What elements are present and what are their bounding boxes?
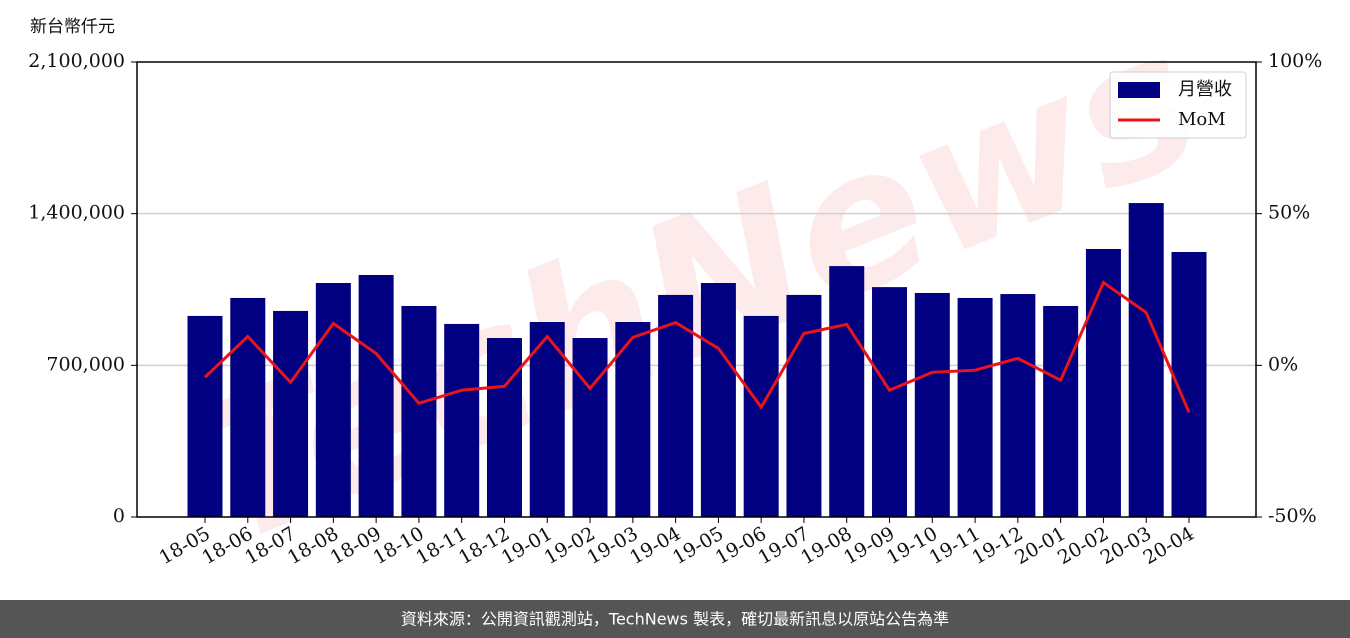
bar: [829, 266, 865, 517]
bar: [914, 292, 950, 517]
x-tick-label: 20-04: [1140, 523, 1198, 569]
bar: [786, 294, 822, 517]
y2-tick-label: 100%: [1268, 50, 1322, 72]
y-tick-label: 1,400,000: [28, 202, 125, 224]
y-tick-label: 700,000: [46, 353, 125, 375]
bar: [658, 294, 694, 517]
y2-tick-label: -50%: [1268, 505, 1317, 527]
legend-label: MoM: [1178, 109, 1226, 130]
legend-swatch: [1118, 82, 1160, 98]
y-tick-label: 0: [113, 505, 125, 527]
legend-label: 月營收: [1178, 79, 1232, 100]
bar: [1128, 203, 1164, 518]
bar: [273, 310, 309, 517]
y2-tick-label: 50%: [1268, 202, 1310, 224]
footer-bar: [0, 600, 1350, 638]
line: [203, 280, 1191, 413]
y2-tick-label: 0%: [1268, 353, 1298, 375]
bar: [957, 297, 993, 517]
plot-frame: [136, 61, 1257, 518]
bar: [444, 323, 480, 517]
bar: [743, 315, 779, 517]
bar: [1085, 248, 1121, 517]
footer: 資料來源：公開資訊觀測站，TechNews 製表，確切最新訊息以原站公告為準: [401, 610, 949, 629]
bar: [1000, 294, 1036, 517]
bar: [230, 297, 266, 517]
bar: [572, 338, 608, 517]
bar: [1043, 305, 1079, 517]
bar: [187, 315, 223, 517]
bar: [615, 322, 651, 517]
bar: [872, 287, 908, 517]
y-axis-label: 新台幣仟元: [30, 17, 115, 37]
bar: [315, 283, 351, 517]
bar: [358, 274, 394, 517]
y-tick-label: 2,100,000: [28, 50, 125, 72]
bar: [401, 305, 437, 517]
bar: [529, 322, 565, 517]
bar: [700, 283, 736, 517]
bar: [486, 338, 522, 517]
